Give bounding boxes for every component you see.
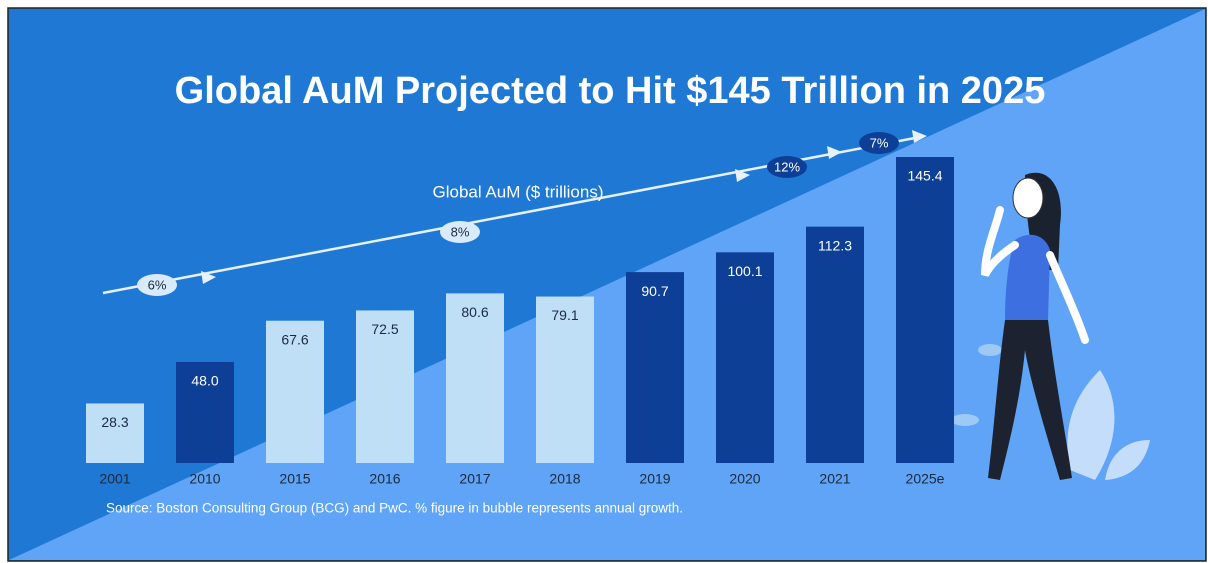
x-tick-label: 2001 — [99, 471, 130, 487]
x-tick-label: 2018 — [549, 471, 580, 487]
growth-bubble — [859, 132, 899, 154]
bar — [806, 226, 864, 463]
x-tick-label: 2025e — [906, 471, 945, 487]
value-label: 48.0 — [191, 373, 218, 389]
legs — [988, 320, 1072, 480]
value-label: 100.1 — [727, 263, 762, 279]
bar — [446, 293, 504, 463]
x-tick-label: 2017 — [459, 471, 490, 487]
growth-label: 6% — [148, 277, 167, 292]
value-label: 90.7 — [641, 283, 668, 299]
value-label: 72.5 — [371, 321, 398, 337]
growth-bubble — [137, 274, 177, 296]
series-label: Global AuM ($ trillions) — [432, 182, 603, 201]
arrow-head — [735, 169, 750, 182]
arrow-head — [827, 146, 842, 159]
growth-bubble — [440, 221, 480, 243]
bar — [176, 361, 234, 463]
growth-bubble — [767, 156, 807, 178]
bar — [356, 310, 414, 463]
growth-label: 7% — [870, 135, 889, 150]
arrow-head — [201, 271, 216, 284]
leaf — [1105, 440, 1150, 480]
value-label: 112.3 — [818, 237, 852, 253]
x-tick-label: 2019 — [639, 471, 670, 487]
bar — [86, 403, 144, 463]
source-note: Source: Boston Consulting Group (BCG) an… — [106, 501, 683, 516]
x-tick-label: 2015 — [279, 471, 310, 487]
bar — [716, 252, 774, 463]
leaf — [978, 344, 1002, 356]
top — [1005, 234, 1050, 320]
bar — [266, 320, 324, 463]
face — [1012, 177, 1044, 219]
arm — [1046, 251, 1089, 344]
bar — [536, 296, 594, 463]
leaf — [951, 414, 979, 426]
chart-title: Global AuM Projected to Hit $145 Trillio… — [175, 70, 1046, 112]
x-tick-label: 2010 — [189, 471, 220, 487]
growth-label: 8% — [451, 224, 470, 239]
x-tick-label: 2020 — [729, 471, 760, 487]
value-label: 145.4 — [907, 168, 942, 184]
bar — [896, 157, 954, 463]
x-tick-label: 2021 — [819, 471, 850, 487]
value-label: 80.6 — [461, 304, 488, 320]
x-tick-label: 2016 — [369, 471, 400, 487]
leaf — [1067, 370, 1115, 480]
arrow-head — [912, 130, 927, 143]
value-label: 67.6 — [281, 331, 308, 347]
growth-label: 12% — [774, 159, 800, 174]
value-label: 28.3 — [101, 414, 128, 430]
bar — [626, 272, 684, 463]
value-label: 79.1 — [551, 307, 578, 323]
arm — [981, 206, 1019, 277]
